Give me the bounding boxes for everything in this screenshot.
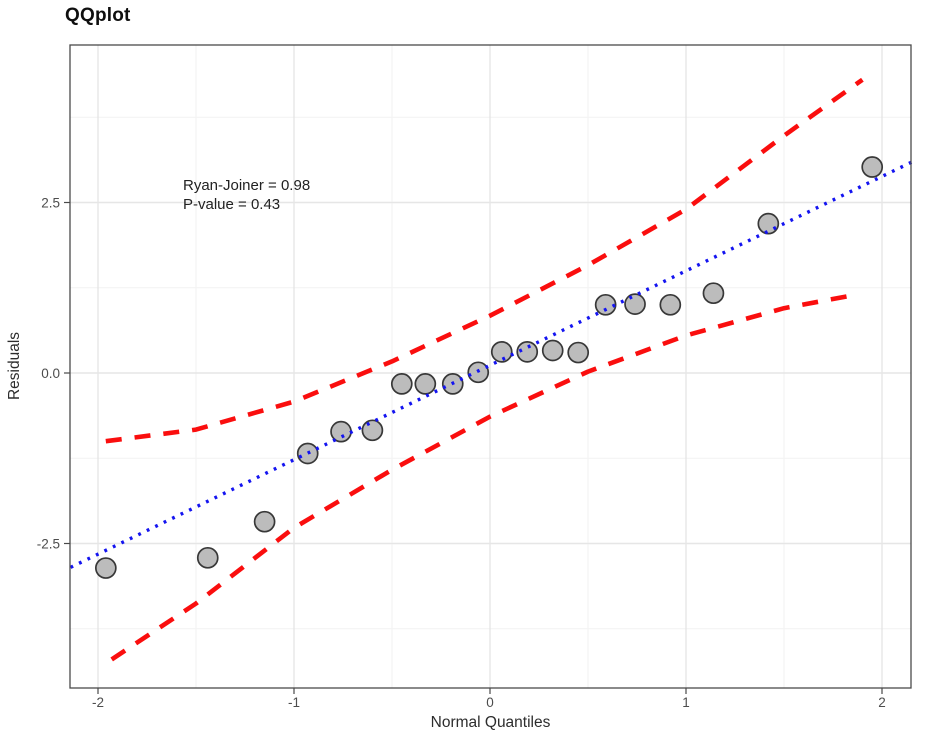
annotation-ryan-joiner: Ryan-Joiner = 0.98 P-value = 0.43	[183, 176, 310, 214]
data-point	[253, 510, 276, 533]
data-point	[94, 557, 117, 579]
panel-border	[69, 44, 912, 689]
data-point	[594, 293, 617, 316]
data-point	[567, 341, 590, 364]
y-tick-label: 0.0	[41, 366, 60, 381]
data-point	[296, 442, 319, 465]
data-point	[702, 282, 725, 305]
annotation-pvalue: P-value = 0.43	[183, 196, 281, 213]
x-tick-label: 2	[878, 695, 886, 710]
data-point	[861, 156, 884, 178]
data-point	[659, 293, 682, 316]
annotation-statistic: Ryan-Joiner = 0.98	[183, 177, 311, 194]
upper-confidence-band	[105, 77, 864, 444]
data-point	[361, 419, 384, 442]
y-axis-title: Residuals	[6, 331, 23, 401]
x-axis-title: Normal Quantiles	[430, 714, 551, 731]
data-point	[541, 339, 564, 362]
data-point	[490, 341, 513, 363]
x-tick-label: -1	[288, 695, 300, 710]
x-tick-label: 0	[486, 695, 494, 710]
data-point	[196, 546, 219, 569]
x-tick-label: 1	[682, 695, 690, 710]
y-tick-label: -2.5	[37, 536, 60, 551]
data-point	[516, 341, 539, 363]
data-point	[757, 212, 780, 235]
y-tick-label: 2.5	[41, 195, 60, 210]
lower-confidence-band	[110, 292, 857, 662]
data-point	[390, 373, 413, 395]
chart-title: QQplot	[65, 5, 131, 26]
data-point	[624, 293, 646, 315]
x-tick-label: -2	[92, 695, 104, 710]
data-point	[414, 373, 437, 395]
